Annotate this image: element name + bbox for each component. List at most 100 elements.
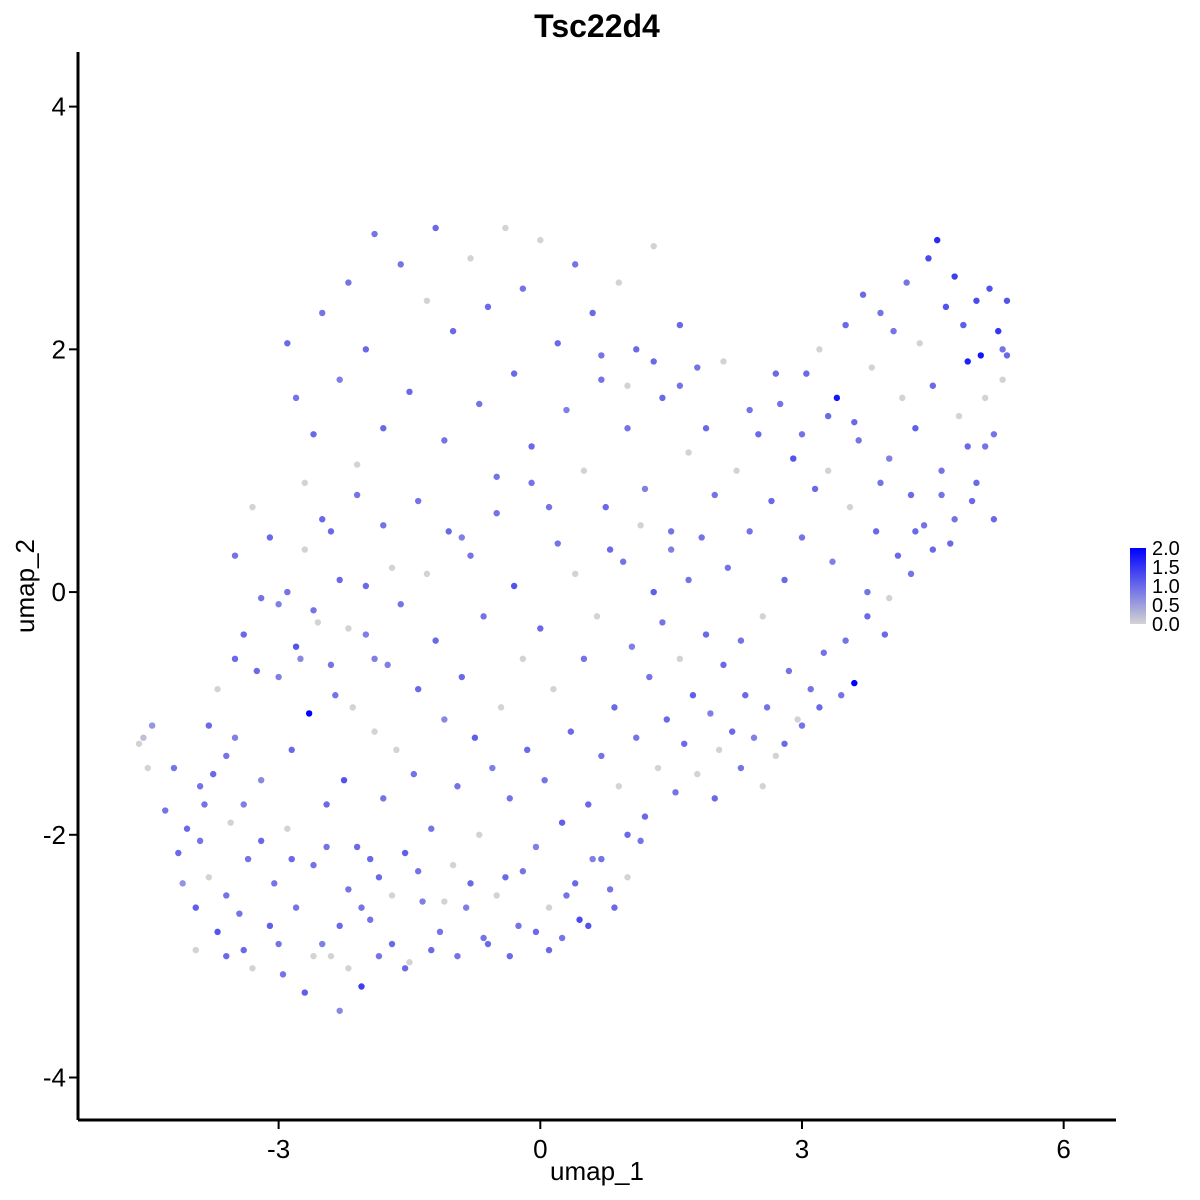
scatter-point xyxy=(545,503,553,511)
scatter-point xyxy=(619,558,627,565)
scatter-point xyxy=(524,746,531,754)
scatter-point xyxy=(654,764,662,772)
scatter-point xyxy=(868,364,875,371)
x-ticks: -3 0 3 6 xyxy=(267,1120,1071,1164)
scatter-point xyxy=(990,516,998,523)
scatter-point xyxy=(624,425,631,432)
scatter-point xyxy=(724,564,732,571)
scatter-point xyxy=(846,503,854,511)
scatter-point xyxy=(257,837,265,845)
x-axis-label: umap_1 xyxy=(550,1156,644,1186)
scatter-point xyxy=(327,528,335,535)
scatter-point xyxy=(925,255,932,262)
scatter-point xyxy=(615,783,623,790)
scatter-point xyxy=(428,946,435,954)
scatter-point xyxy=(231,734,239,741)
scatter-point xyxy=(920,522,928,529)
scatter-point xyxy=(973,479,980,487)
scatter-point xyxy=(480,934,487,942)
scatter-point xyxy=(528,479,535,487)
scatter-point xyxy=(947,540,954,547)
scatter-point xyxy=(938,467,945,474)
scatter-point xyxy=(353,461,361,468)
scatter-point xyxy=(148,722,156,729)
scatter-point xyxy=(624,831,631,838)
legend-tick-label: 2.0 xyxy=(1152,538,1180,560)
color-bar xyxy=(1130,548,1146,624)
scatter-point xyxy=(257,594,265,602)
scatter-point xyxy=(292,394,300,402)
scatter-point xyxy=(659,394,666,402)
scatter-point xyxy=(550,685,557,693)
scatter-point xyxy=(493,892,500,899)
scatter-point xyxy=(305,710,313,717)
scatter-point xyxy=(288,746,295,754)
scatter-point xyxy=(275,940,282,948)
scatter-point xyxy=(733,467,740,474)
scatter-point xyxy=(711,795,718,802)
scatter-point xyxy=(798,534,806,541)
scatter-point xyxy=(332,692,339,699)
scatter-point xyxy=(406,959,413,966)
scatter-point xyxy=(676,655,684,663)
scatter-point xyxy=(650,588,657,596)
scatter-point xyxy=(955,412,963,420)
scatter-point xyxy=(755,431,762,438)
scatter-point xyxy=(323,801,330,808)
scatter-point xyxy=(842,637,849,644)
scatter-point xyxy=(362,346,370,353)
scatter-point xyxy=(611,904,618,911)
scatter-point xyxy=(510,370,518,377)
scatter-point xyxy=(602,503,609,511)
scatter-point xyxy=(340,776,348,784)
scatter-point xyxy=(676,321,684,329)
scatter-point xyxy=(650,358,657,365)
scatter-point xyxy=(685,449,692,456)
scatter-point xyxy=(585,922,592,930)
scatter-point xyxy=(667,546,675,553)
scatter-point xyxy=(702,425,710,432)
scatter-point xyxy=(349,704,356,711)
scatter-point xyxy=(824,412,832,420)
scatter-point xyxy=(375,952,383,960)
scatter-point xyxy=(881,631,889,638)
y-tick-label: -4 xyxy=(43,1063,66,1093)
scatter-point xyxy=(824,467,832,474)
color-legend: 2.01.51.00.50.0 xyxy=(1130,538,1180,636)
y-axis-label: umap_2 xyxy=(10,539,40,633)
scatter-point xyxy=(506,952,513,960)
scatter-point xyxy=(593,613,601,620)
scatter-point xyxy=(353,491,361,499)
scatter-point xyxy=(903,279,910,286)
scatter-point xyxy=(510,582,518,590)
scatter-point xyxy=(462,904,470,911)
scatter-point xyxy=(231,552,239,559)
scatter-point xyxy=(750,734,758,741)
scatter-point xyxy=(201,801,208,808)
scatter-points xyxy=(135,224,1011,1014)
axes xyxy=(76,52,1116,1122)
scatter-point xyxy=(249,503,256,511)
scatter-point xyxy=(476,831,483,838)
scatter-point xyxy=(633,734,640,741)
y-tick-label: 0 xyxy=(52,577,66,607)
scatter-point xyxy=(192,946,199,954)
scatter-point xyxy=(768,497,775,505)
scatter-point xyxy=(637,837,644,845)
scatter-point xyxy=(301,546,308,553)
scatter-point xyxy=(214,685,221,693)
scatter-point xyxy=(829,558,836,565)
scatter-point xyxy=(371,655,378,663)
scatter-point xyxy=(236,910,243,917)
scatter-point xyxy=(183,825,191,832)
scatter-point xyxy=(345,625,352,632)
scatter-point xyxy=(554,340,561,347)
scatter-point xyxy=(816,346,823,353)
legend-tick-label: 1.5 xyxy=(1152,557,1180,579)
scatter-point xyxy=(253,667,261,675)
scatter-point xyxy=(694,770,701,778)
scatter-point xyxy=(519,868,527,875)
scatter-point xyxy=(877,479,884,487)
scatter-point xyxy=(720,358,727,365)
